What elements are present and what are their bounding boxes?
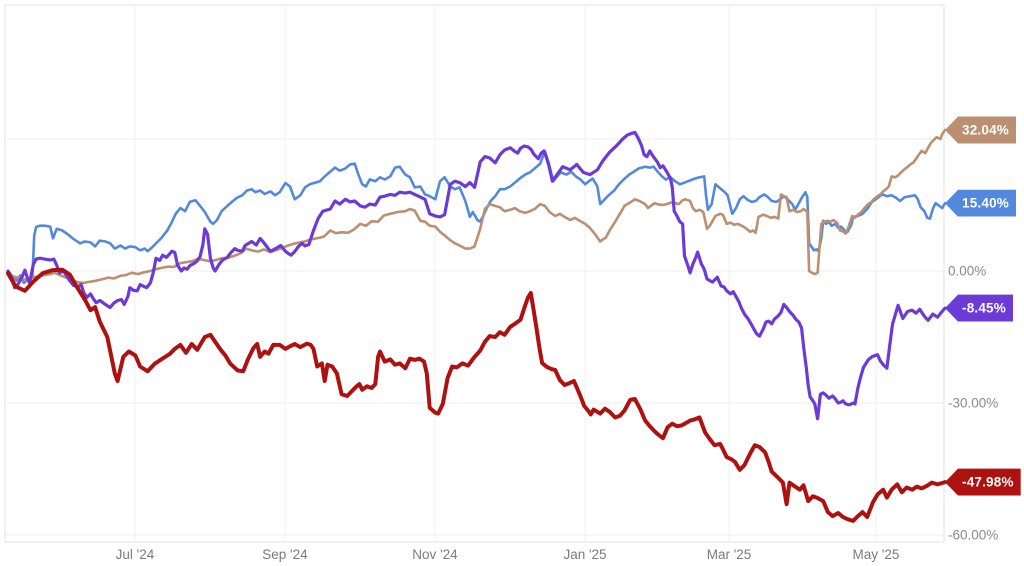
plot-border (4, 4, 945, 543)
x-axis-tick-label: Jul '24 (115, 547, 155, 562)
plot-area[interactable] (5, 5, 944, 542)
y-axis-tick-label: 0.00% (948, 263, 987, 279)
end-value-tag-purple: -8.45% (945, 294, 1013, 322)
series-line-tan[interactable] (6, 128, 947, 285)
x-axis-tick-label: May '25 (852, 547, 900, 562)
series-line-blue[interactable] (6, 150, 947, 285)
series-line-purple[interactable] (6, 130, 947, 421)
y-axis-tick-label: -60.00% (948, 527, 999, 543)
x-axis-tick-label: Jan '25 (563, 547, 607, 562)
y-axis-tick-label: -30.00% (948, 395, 999, 411)
x-axis-tick-label: Mar '25 (706, 547, 752, 562)
end-value-tag-tan: 32.04% (945, 116, 1016, 144)
x-axis-tick-label: Nov '24 (412, 547, 458, 562)
series-line-red[interactable] (6, 267, 947, 523)
end-value-tag-red: -47.98% (945, 468, 1021, 496)
end-value-tag-blue: 15.40% (945, 189, 1016, 217)
x-axis-tick-label: Sep '24 (262, 547, 308, 562)
